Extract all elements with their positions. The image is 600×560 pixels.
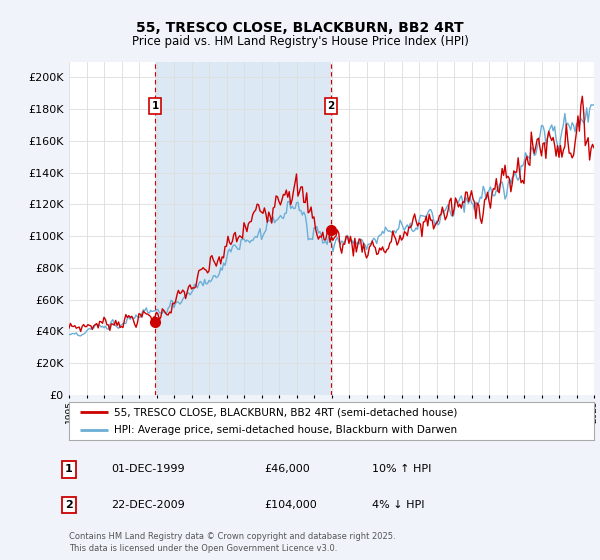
Bar <box>155 62 331 395</box>
Text: £46,000: £46,000 <box>264 464 310 474</box>
Text: Price paid vs. HM Land Registry's House Price Index (HPI): Price paid vs. HM Land Registry's House … <box>131 35 469 48</box>
Text: 1: 1 <box>151 101 158 111</box>
Text: £104,000: £104,000 <box>264 500 317 510</box>
Text: 10% ↑ HPI: 10% ↑ HPI <box>372 464 431 474</box>
Text: HPI: Average price, semi-detached house, Blackburn with Darwen: HPI: Average price, semi-detached house,… <box>113 425 457 435</box>
Text: 1: 1 <box>65 464 73 474</box>
Text: 55, TRESCO CLOSE, BLACKBURN, BB2 4RT: 55, TRESCO CLOSE, BLACKBURN, BB2 4RT <box>136 21 464 35</box>
Text: 2: 2 <box>328 101 335 111</box>
Text: 55, TRESCO CLOSE, BLACKBURN, BB2 4RT (semi-detached house): 55, TRESCO CLOSE, BLACKBURN, BB2 4RT (se… <box>113 407 457 417</box>
Text: 01-DEC-1999: 01-DEC-1999 <box>111 464 185 474</box>
Text: 2: 2 <box>65 500 73 510</box>
Text: 22-DEC-2009: 22-DEC-2009 <box>111 500 185 510</box>
Text: 4% ↓ HPI: 4% ↓ HPI <box>372 500 425 510</box>
Text: Contains HM Land Registry data © Crown copyright and database right 2025.
This d: Contains HM Land Registry data © Crown c… <box>69 533 395 553</box>
